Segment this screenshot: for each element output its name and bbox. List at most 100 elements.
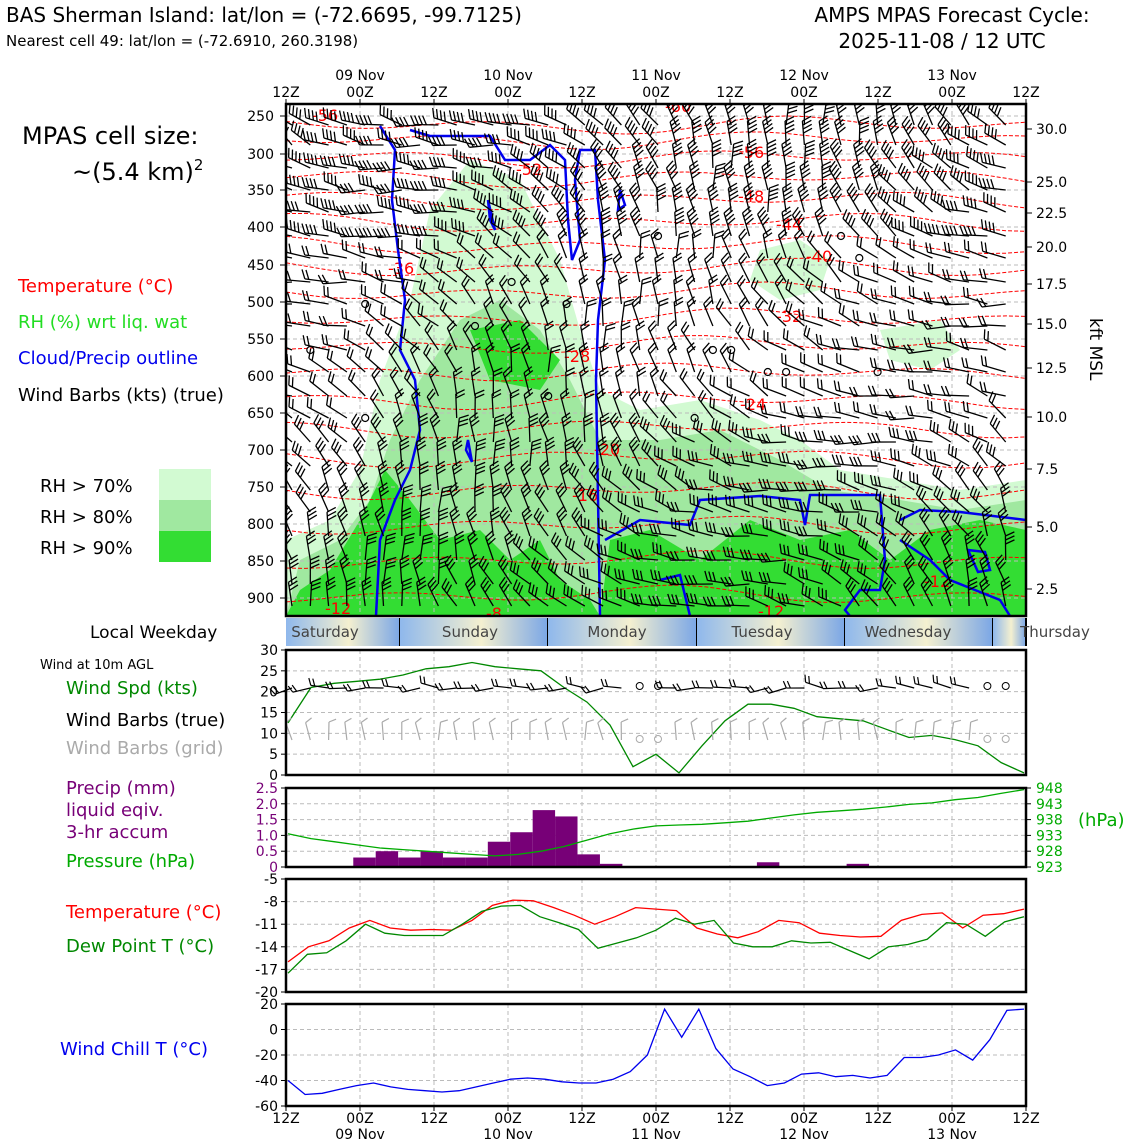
barb-feather: [476, 190, 480, 201]
barb-feather: [877, 186, 882, 197]
barb-feather: [331, 156, 336, 167]
barb-shaft: [616, 212, 623, 237]
barb-feather: [414, 127, 417, 138]
barb-feather: [415, 238, 418, 248]
barb-feather: [875, 127, 884, 134]
barb-feather: [301, 177, 306, 187]
wind-barb: [671, 138, 684, 169]
barb-feather: [598, 186, 608, 193]
barb-feather: [724, 209, 734, 218]
y-tick-label: -11: [255, 917, 278, 933]
barb-feather: [338, 110, 343, 121]
barb-feather: [835, 96, 845, 102]
barb-feather: [576, 209, 584, 219]
barb-feather: [974, 198, 977, 209]
barb-feather: [384, 197, 388, 208]
barb-feather: [709, 210, 719, 217]
barb-feather: [499, 197, 502, 208]
barb-feather: [421, 129, 424, 140]
barb-feather: [577, 213, 586, 222]
hour-tick-label: 12Z: [272, 85, 299, 101]
barb-feather: [769, 184, 779, 189]
barb-feather: [532, 208, 539, 218]
barb-feather: [991, 104, 996, 111]
barb-feather: [323, 155, 328, 166]
barb-feather: [945, 149, 948, 160]
barb-feather: [295, 151, 297, 162]
barb-feather: [305, 223, 310, 234]
wind-barb: [984, 123, 1007, 146]
kft-tick-label: 15.0: [1036, 317, 1067, 333]
barb-feather: [462, 222, 465, 233]
barb-feather: [743, 209, 752, 218]
wind-barb: [605, 140, 622, 169]
barb-feather: [924, 126, 931, 136]
wind-barb: [613, 182, 626, 213]
barb-feather: [931, 142, 936, 153]
barb-feather: [921, 96, 931, 103]
barb-feather: [273, 444, 282, 454]
barb-feather: [911, 145, 915, 156]
wind-barb: [304, 107, 329, 126]
barb-feather: [506, 126, 509, 137]
barb-feather: [783, 150, 793, 157]
barb-feather: [596, 149, 604, 159]
barb-feather: [544, 105, 546, 116]
weekday-label: Sunday: [442, 623, 498, 641]
barb-feather: [656, 182, 666, 189]
temperature-contour: [286, 420, 1026, 439]
barb-feather: [728, 182, 738, 189]
barb-feather: [601, 218, 612, 225]
barb-shaft: [829, 146, 842, 169]
precip-bar: [353, 857, 376, 867]
barb-feather: [647, 142, 655, 151]
kft-tick-label: 20.0: [1036, 240, 1067, 256]
barb-feather: [850, 189, 858, 199]
wind-barb: [799, 160, 811, 191]
barb-feather: [783, 218, 793, 225]
barb-feather: [333, 131, 337, 142]
wind-barb: [629, 206, 643, 237]
barb-feather: [454, 219, 457, 230]
barb-feather: [574, 206, 582, 215]
wind-barb: [512, 209, 531, 237]
barb-feather: [484, 112, 489, 122]
barb-feather: [927, 106, 935, 115]
wind-barb: [483, 133, 512, 146]
barb-feather: [669, 115, 679, 123]
barb-feather: [763, 167, 773, 175]
wind-barb: [484, 112, 512, 126]
barb-feather: [311, 110, 315, 121]
barb-feather: [879, 208, 886, 218]
barb-feather: [674, 206, 684, 213]
barb-feather: [687, 106, 695, 116]
barb-feather: [613, 231, 622, 240]
y-tick-label: 1.5: [256, 813, 278, 829]
barb-feather: [970, 197, 973, 208]
barb-feather: [649, 126, 655, 137]
barb-feather: [784, 194, 794, 201]
kft-tick-label: 2.5: [1036, 582, 1058, 598]
barb-feather: [766, 143, 777, 149]
wind-barb: [726, 115, 738, 146]
barb-feather: [630, 186, 639, 195]
barb-shaft: [328, 687, 347, 690]
barb-feather: [362, 204, 369, 214]
barb-feather: [474, 232, 479, 243]
rh-area: [470, 320, 560, 390]
barb-feather: [536, 130, 538, 141]
barb-feather: [651, 149, 659, 158]
wind-barb: [931, 142, 952, 169]
barb-feather: [802, 119, 812, 126]
barb-feather: [309, 178, 314, 188]
barb-shaft: [323, 228, 348, 237]
wind-barb: [409, 159, 439, 171]
barb-feather: [347, 182, 354, 192]
wind-barb: [988, 104, 1007, 126]
barb-feather: [941, 199, 946, 210]
barb-shaft: [304, 232, 329, 237]
barb-feather: [413, 160, 420, 170]
barb-feather: [394, 138, 401, 148]
barb-feather: [820, 150, 830, 157]
barb-feather: [604, 104, 610, 108]
